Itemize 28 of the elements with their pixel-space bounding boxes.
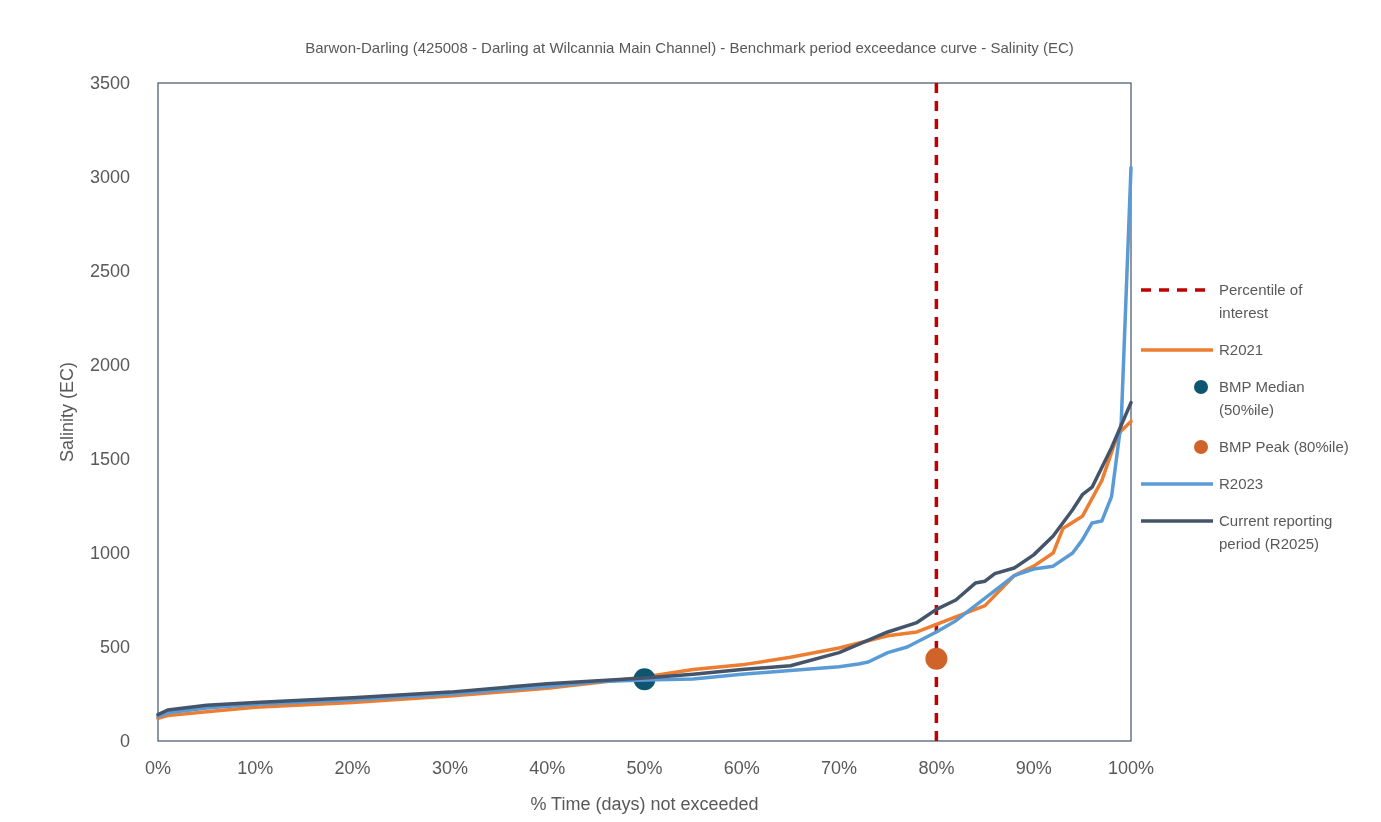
legend-label: R2023 — [1219, 475, 1264, 492]
y-tick-label: 2000 — [89, 355, 130, 375]
chart-title: Barwon-Darling (425008 - Darling at Wilcannia Main Channel) - Benchmark period exceedance curve - Salinity (EC) — [305, 39, 1074, 56]
y-axis-title: Salinity (EC) — [57, 361, 77, 463]
x-tick-label: 0% — [144, 758, 172, 778]
y-tick-label: 2500 — [89, 261, 130, 281]
legend-label: Percentile of interest — [1219, 281, 1304, 321]
x-tick-label: 80% — [918, 758, 955, 778]
y-tick-label: 3000 — [89, 167, 130, 187]
x-tick-label: 10% — [237, 758, 274, 778]
legend-label: Current reporting period (R2025) — [1219, 512, 1333, 552]
x-tick-label: 50% — [626, 758, 663, 778]
legend-label: R2021 — [1219, 341, 1264, 358]
x-tick-label: 90% — [1015, 758, 1052, 778]
x-axis-title: % Time (days) not exceeded — [530, 794, 759, 814]
x-tick-label: 60% — [723, 758, 760, 778]
y-tick-label: 1500 — [89, 449, 130, 469]
legend-label: BMP Median (50%ile) — [1219, 378, 1305, 418]
y-tick-label: 3500 — [89, 73, 130, 93]
x-tick-label: 20% — [334, 758, 371, 778]
y-tick-label: 0 — [119, 731, 130, 751]
y-tick-label: 1000 — [89, 543, 130, 563]
x-tick-label: 70% — [821, 758, 858, 778]
legend-label: BMP Peak (80%ile) — [1219, 438, 1349, 455]
x-tick-label: 40% — [529, 758, 566, 778]
x-tick-label: 100% — [1107, 758, 1155, 778]
y-tick-label: 500 — [99, 637, 130, 657]
x-tick-label: 30% — [431, 758, 468, 778]
